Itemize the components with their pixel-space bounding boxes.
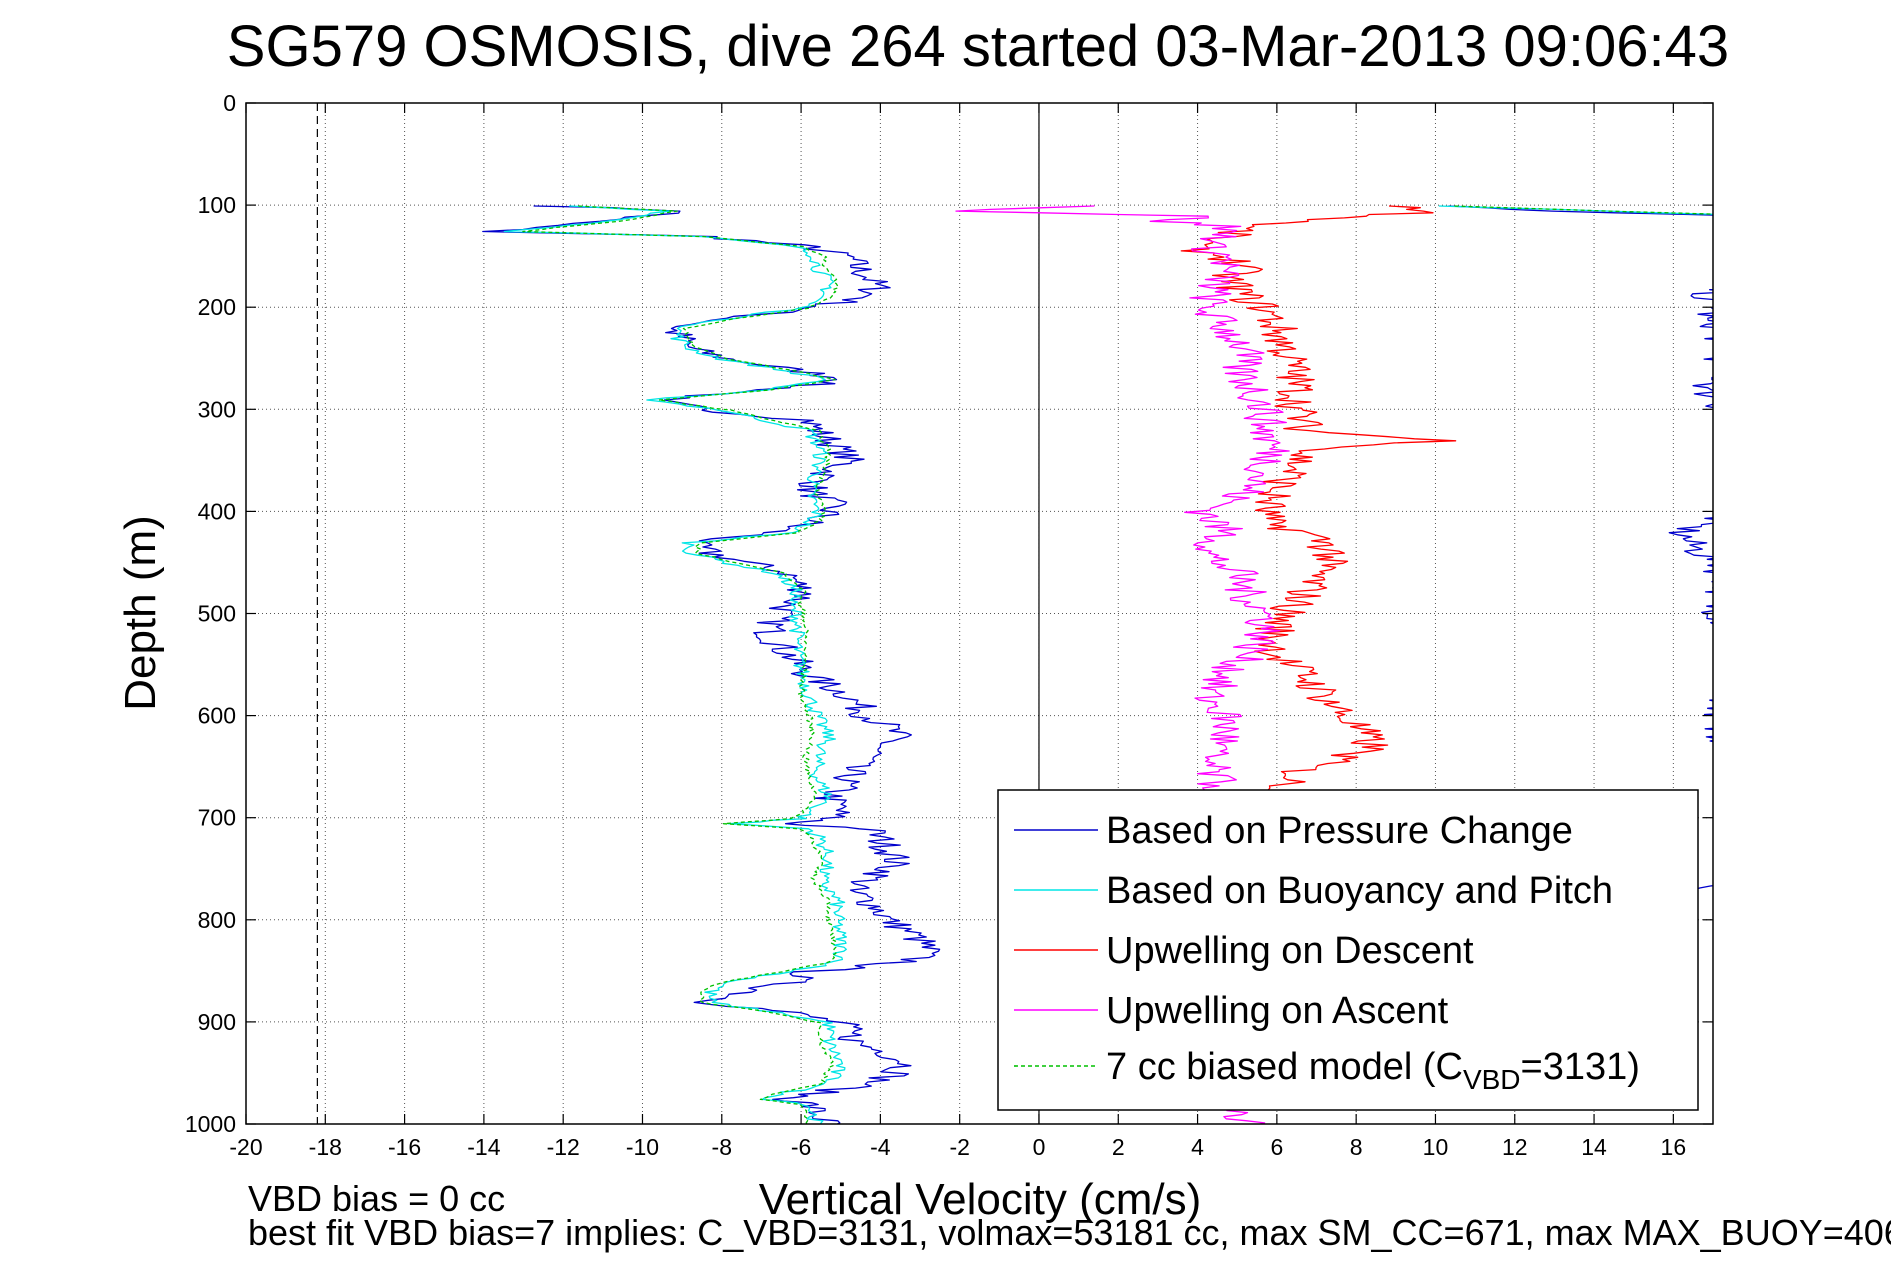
- x-tick-label: 4: [1191, 1134, 1204, 1160]
- y-tick-label: 900: [198, 1009, 236, 1035]
- legend-label: Upwelling on Ascent: [1106, 990, 1449, 1032]
- chart-title: SG579 OSMOSIS, dive 264 started 03-Mar-2…: [227, 14, 1729, 79]
- vbd-bias-note: VBD bias = 0 cc: [248, 1178, 505, 1219]
- x-tick-label: -2: [949, 1134, 969, 1160]
- y-tick-label: 300: [198, 396, 236, 422]
- x-tick-label: -20: [229, 1134, 262, 1160]
- x-tick-label: 14: [1581, 1134, 1607, 1160]
- y-tick-label: 1000: [185, 1111, 236, 1137]
- x-tick-label: -8: [712, 1134, 732, 1160]
- legend-label: 7 cc biased model (CVBD=3131): [1106, 1046, 1640, 1095]
- x-tick-label: 10: [1423, 1134, 1449, 1160]
- x-tick-label: -6: [791, 1134, 811, 1160]
- y-tick-label: 800: [198, 907, 236, 933]
- y-tick-label: 500: [198, 601, 236, 627]
- x-tick-label: -10: [626, 1134, 659, 1160]
- x-tick-label: 6: [1270, 1134, 1283, 1160]
- grid-lines: [246, 103, 1713, 1124]
- x-tick-label: 0: [1033, 1134, 1046, 1160]
- legend: Based on Pressure Change Based on Buoyanc…: [997, 789, 1699, 1111]
- y-axis-ticks: 0 100 200 300 400 500 600 700 800 900 1000: [185, 90, 1713, 1137]
- x-tick-label: 16: [1661, 1134, 1687, 1160]
- legend-label: Based on Pressure Change: [1106, 810, 1573, 852]
- y-tick-label: 700: [198, 805, 236, 831]
- legend-box: [997, 789, 1699, 1111]
- y-tick-label: 0: [223, 90, 236, 116]
- x-tick-label: 12: [1502, 1134, 1528, 1160]
- x-tick-label: -18: [309, 1134, 342, 1160]
- series-line: [503, 205, 848, 1124]
- legend-label: Upwelling on Descent: [1106, 930, 1474, 972]
- y-tick-label: 400: [198, 498, 236, 524]
- y-axis-label: Depth (m): [116, 515, 165, 711]
- x-axis-ticks: -20 -18 -16 -14 -12 -10 -8 -6 -4 -2 0 2 4 6 8 10 12 14 16: [229, 103, 1686, 1160]
- x-tick-label: -16: [388, 1134, 421, 1160]
- x-tick-label: -14: [467, 1134, 500, 1160]
- series-layer: [482, 205, 1713, 1124]
- best-fit-note: best fit VBD bias=7 implies: C_VBD=3131,…: [248, 1212, 1891, 1253]
- series-line: [1448, 205, 1713, 901]
- x-tick-label: -12: [547, 1134, 580, 1160]
- x-tick-label: -4: [870, 1134, 891, 1160]
- series-line: [1180, 205, 1457, 901]
- y-tick-label: 100: [198, 192, 236, 218]
- series-line: [1454, 205, 1713, 215]
- legend-label: Based on Buoyancy and Pitch: [1106, 870, 1613, 912]
- x-tick-label: 2: [1112, 1134, 1125, 1160]
- y-tick-label: 600: [198, 703, 236, 729]
- y-tick-label: 200: [198, 294, 236, 320]
- series-line: [522, 205, 839, 1124]
- x-tick-label: 8: [1350, 1134, 1363, 1160]
- x-axis-label: Vertical Velocity (cm/s): [759, 1175, 1202, 1224]
